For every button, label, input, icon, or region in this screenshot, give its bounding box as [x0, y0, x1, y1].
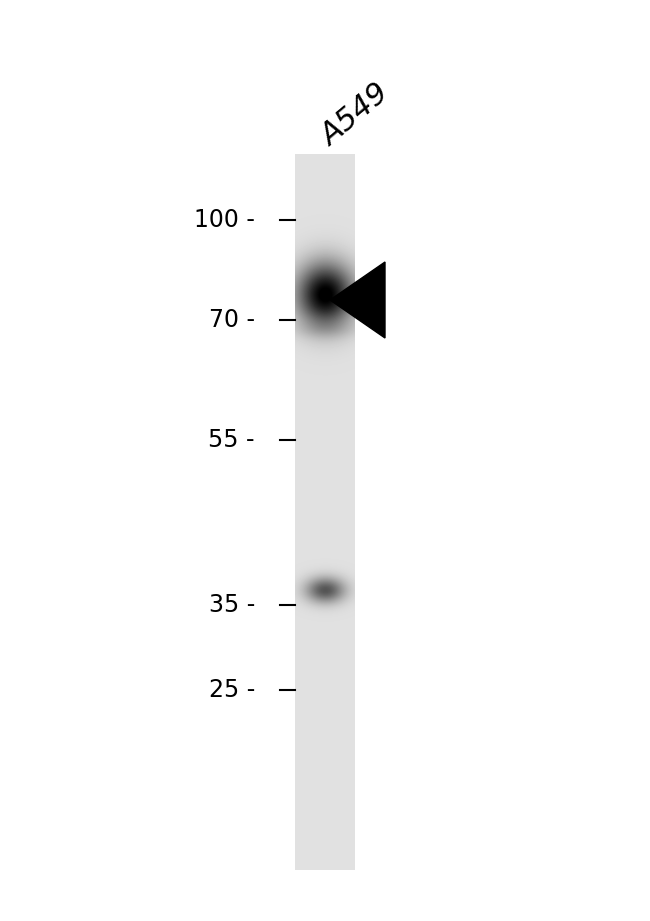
Text: 55 -: 55 - — [209, 428, 255, 452]
Text: 70 -: 70 - — [209, 308, 255, 332]
Text: 25 -: 25 - — [209, 678, 255, 702]
Text: 35 -: 35 - — [209, 593, 255, 617]
Polygon shape — [330, 262, 385, 338]
Text: A549: A549 — [315, 78, 395, 151]
Text: 100 -: 100 - — [194, 208, 255, 232]
Bar — [295, 155, 355, 870]
